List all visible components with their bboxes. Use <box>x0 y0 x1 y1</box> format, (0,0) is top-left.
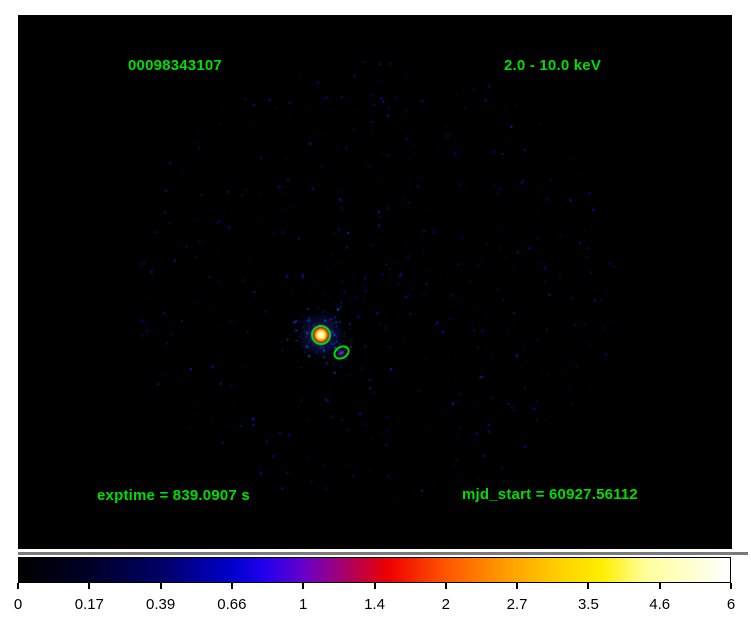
colorbar-tick <box>302 583 305 589</box>
mjd-start-label: mjd_start = 60927.56112 <box>462 486 638 503</box>
colorbar-tick-label: 1.4 <box>364 596 385 613</box>
xray-sky-image: 00098343107 2.0 - 10.0 keV exptime = 839… <box>18 15 732 549</box>
source-region-circle <box>311 325 331 345</box>
colorbar-tick-label: 1 <box>299 596 308 613</box>
colorbar-tick-label: 6 <box>726 596 736 613</box>
colorbar-tick-label: 0.39 <box>145 596 176 613</box>
colorbar-tick-label: 2.7 <box>506 596 528 613</box>
colorbar-tick-label: 0.17 <box>74 596 104 613</box>
colorbar-tick <box>17 583 19 589</box>
colorbar-tick <box>88 583 91 589</box>
energy-band-label: 2.0 - 10.0 keV <box>504 57 602 74</box>
colorbar-tick <box>516 583 519 589</box>
colorbar-tick <box>230 583 233 589</box>
colorbar-tick-label: 0.66 <box>217 596 247 613</box>
secondary-region-ellipse <box>333 345 350 360</box>
region-overlay <box>311 325 350 360</box>
colorbar-gradient <box>18 557 731 583</box>
colorbar-tick <box>159 583 162 589</box>
obs-id-label: 00098343107 <box>128 57 222 74</box>
colorbar-tick-label: 0 <box>13 596 23 613</box>
colorbar-tick <box>587 583 590 589</box>
colorbar-ticks <box>17 583 732 590</box>
colorbar-tick-labels: 0 0.17 0.39 0.66 1 1.4 2 2.7 3.5 4.6 6 <box>14 596 735 616</box>
colorbar-tick <box>373 583 376 589</box>
colorbar-tick-label: 4.6 <box>649 596 671 613</box>
colorbar-tick <box>658 583 661 589</box>
exptime-label: exptime = 839.0907 s <box>97 487 250 504</box>
colorbar-tick <box>444 583 447 589</box>
frame-bottom-line <box>18 552 748 555</box>
colorbar-tick-label: 2 <box>441 596 450 613</box>
colorbar-tick-label: 3.5 <box>577 596 599 613</box>
colorbar-tick <box>730 583 732 589</box>
photon-count-layer <box>18 15 732 549</box>
